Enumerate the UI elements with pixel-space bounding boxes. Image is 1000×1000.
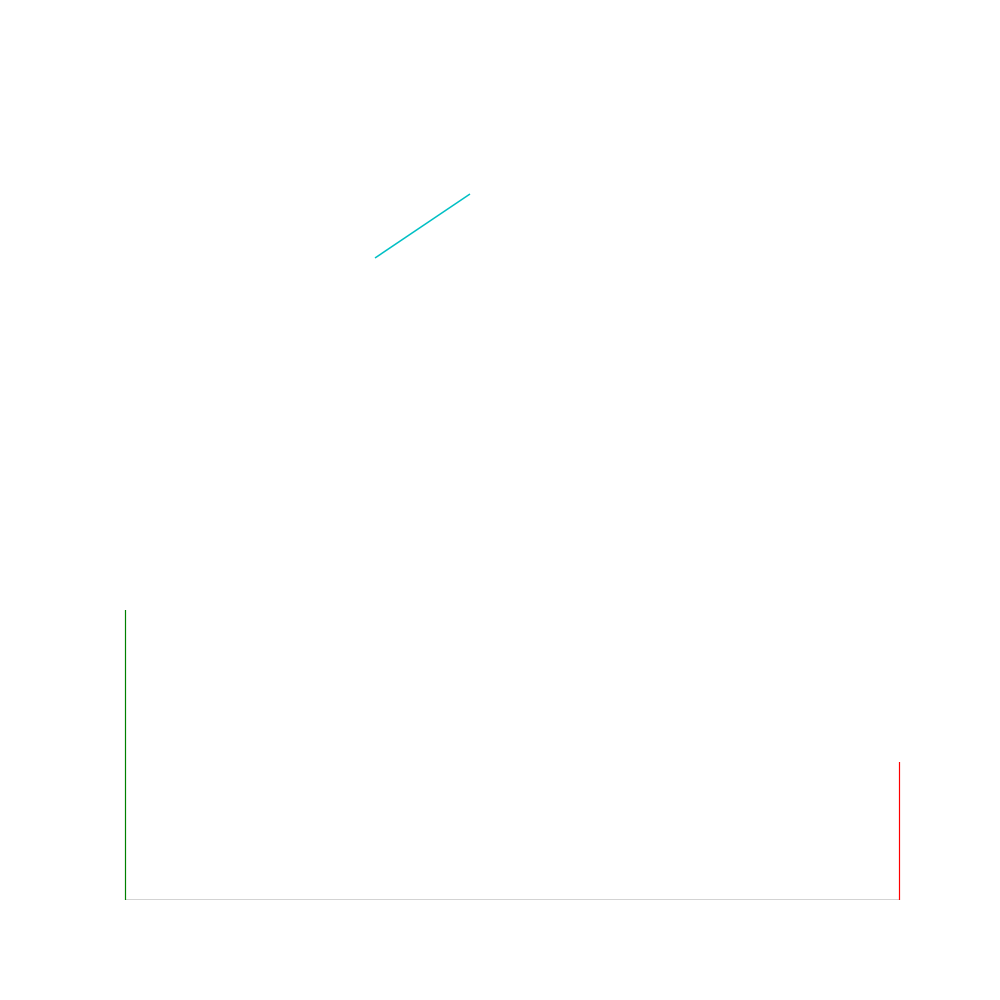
diagonal-cyan-segment <box>374 193 471 259</box>
